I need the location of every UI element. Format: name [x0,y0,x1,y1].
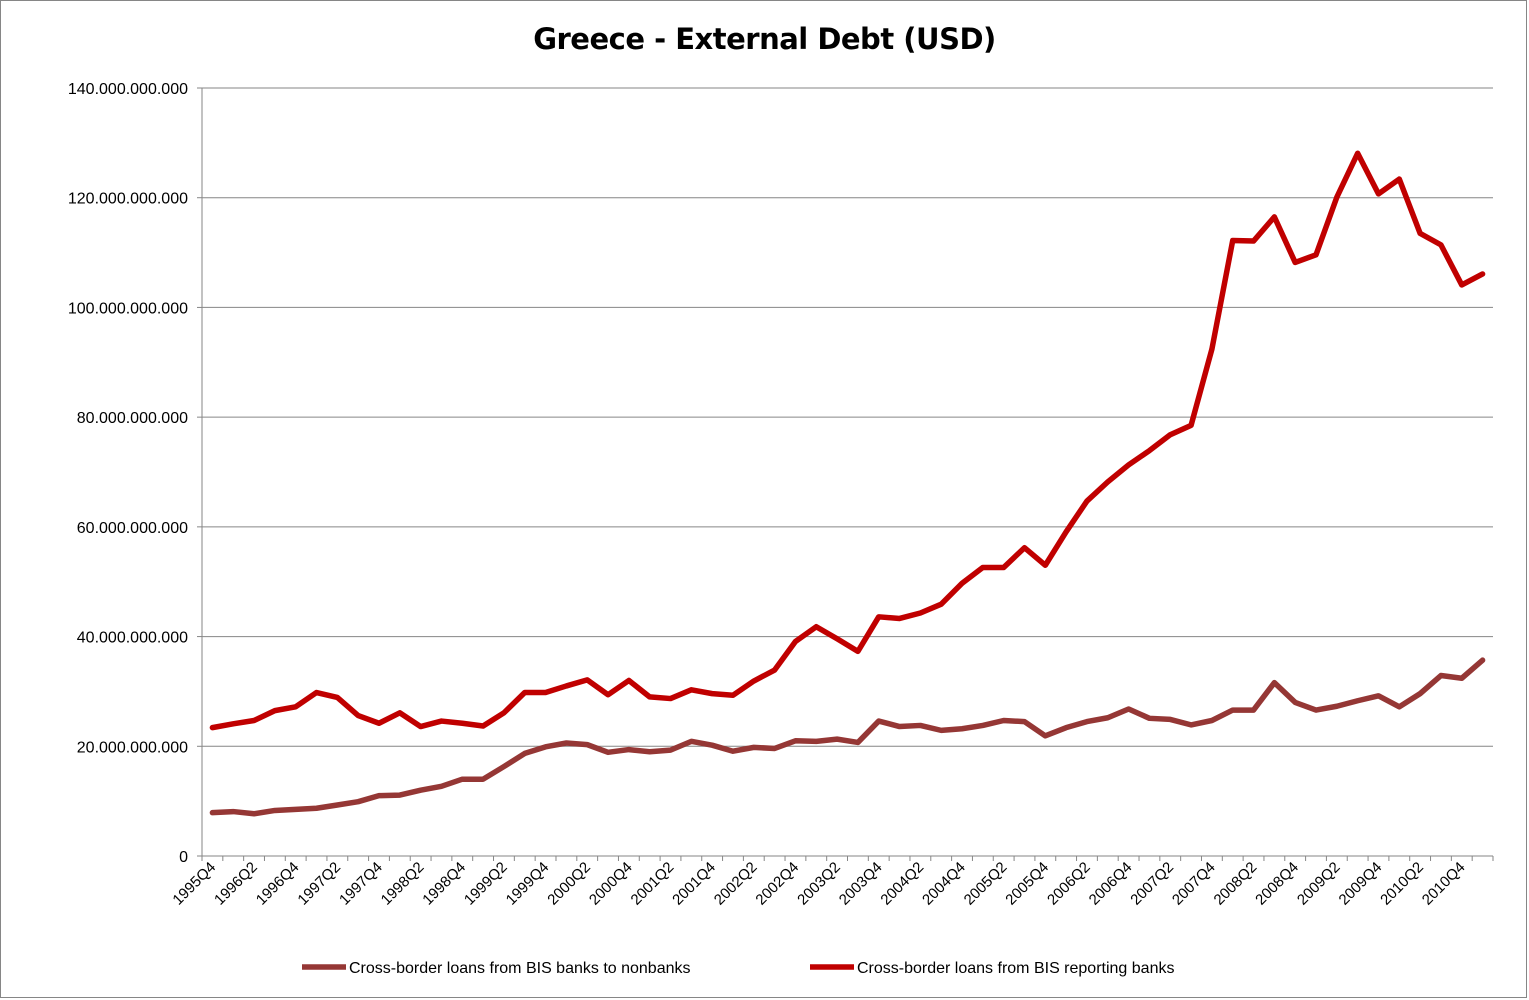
axes [197,87,1494,861]
x-tick-label: 2003Q2 [794,859,844,909]
y-tick-label: 100.000.000.000 [68,300,188,317]
x-tick-label: 1996Q4 [253,859,303,909]
x-tick-label: 2001Q2 [628,859,678,909]
x-tick-label: 2000Q4 [586,859,636,909]
x-tick-label: 1998Q4 [419,859,469,909]
x-tick-label: 2005Q4 [1002,859,1052,909]
legend-label: Cross-border loans from BIS reporting ba… [857,960,1174,977]
x-tick-label: 2001Q4 [669,859,719,909]
x-tick-label: 1997Q4 [336,859,386,909]
x-tick-label: 1998Q2 [378,859,428,909]
series-line-reporting-banks [209,150,1486,731]
x-tick-label: 2002Q2 [711,859,761,909]
y-tick-label: 80.000.000.000 [77,410,188,427]
x-tick-label: 2003Q4 [836,859,886,909]
x-tick-label: 2009Q4 [1336,859,1386,909]
x-tick-label: 2004Q2 [877,859,927,909]
x-tick-label: 2007Q4 [1169,859,1219,909]
y-tick-label: 0 [179,849,188,866]
x-tick-label: 2010Q4 [1419,859,1469,909]
x-tick-label: 1996Q2 [211,859,261,909]
x-tick-label: 2005Q2 [961,859,1011,909]
series-line-nonbanks [209,657,1486,817]
x-tick-label: 2008Q2 [1211,859,1261,909]
x-tick-label: 1995Q4 [169,859,219,909]
x-tick-label: 2004Q4 [919,859,969,909]
y-tick-label: 60.000.000.000 [77,520,188,537]
x-tick-label: 2008Q4 [1252,859,1302,909]
x-tick-label: 2006Q4 [1086,859,1136,909]
y-tick-labels: 0 20.000.000.000 40.000.000.000 60.000.000.… [68,81,188,866]
x-tick-label: 1999Q4 [503,859,553,909]
y-tick-label: 140.000.000.000 [68,81,188,98]
series-lines [209,150,1486,817]
x-tick-label: 2010Q2 [1377,859,1427,909]
x-tick-labels: 1995Q41996Q21996Q41997Q21997Q41998Q21998… [169,859,1468,909]
chart-title: Greece - External Debt (USD) [533,22,996,56]
y-tick-label: 20.000.000.000 [77,739,188,756]
y-tick-label: 40.000.000.000 [77,630,188,647]
x-tick-label: 2009Q2 [1294,859,1344,909]
x-tick-label: 2002Q4 [752,859,802,909]
legend: Cross-border loans from BIS banks to non… [302,960,1174,977]
gridlines [202,87,1493,747]
x-tick-label: 1999Q2 [461,859,511,909]
x-tick-label: 2006Q2 [1044,859,1094,909]
y-tick-label: 120.000.000.000 [68,191,188,208]
x-tick-label: 2000Q2 [544,859,594,909]
legend-label: Cross-border loans from BIS banks to non… [349,960,691,977]
x-tick-label: 2007Q2 [1127,859,1177,909]
x-tick-label: 1997Q2 [294,859,344,909]
